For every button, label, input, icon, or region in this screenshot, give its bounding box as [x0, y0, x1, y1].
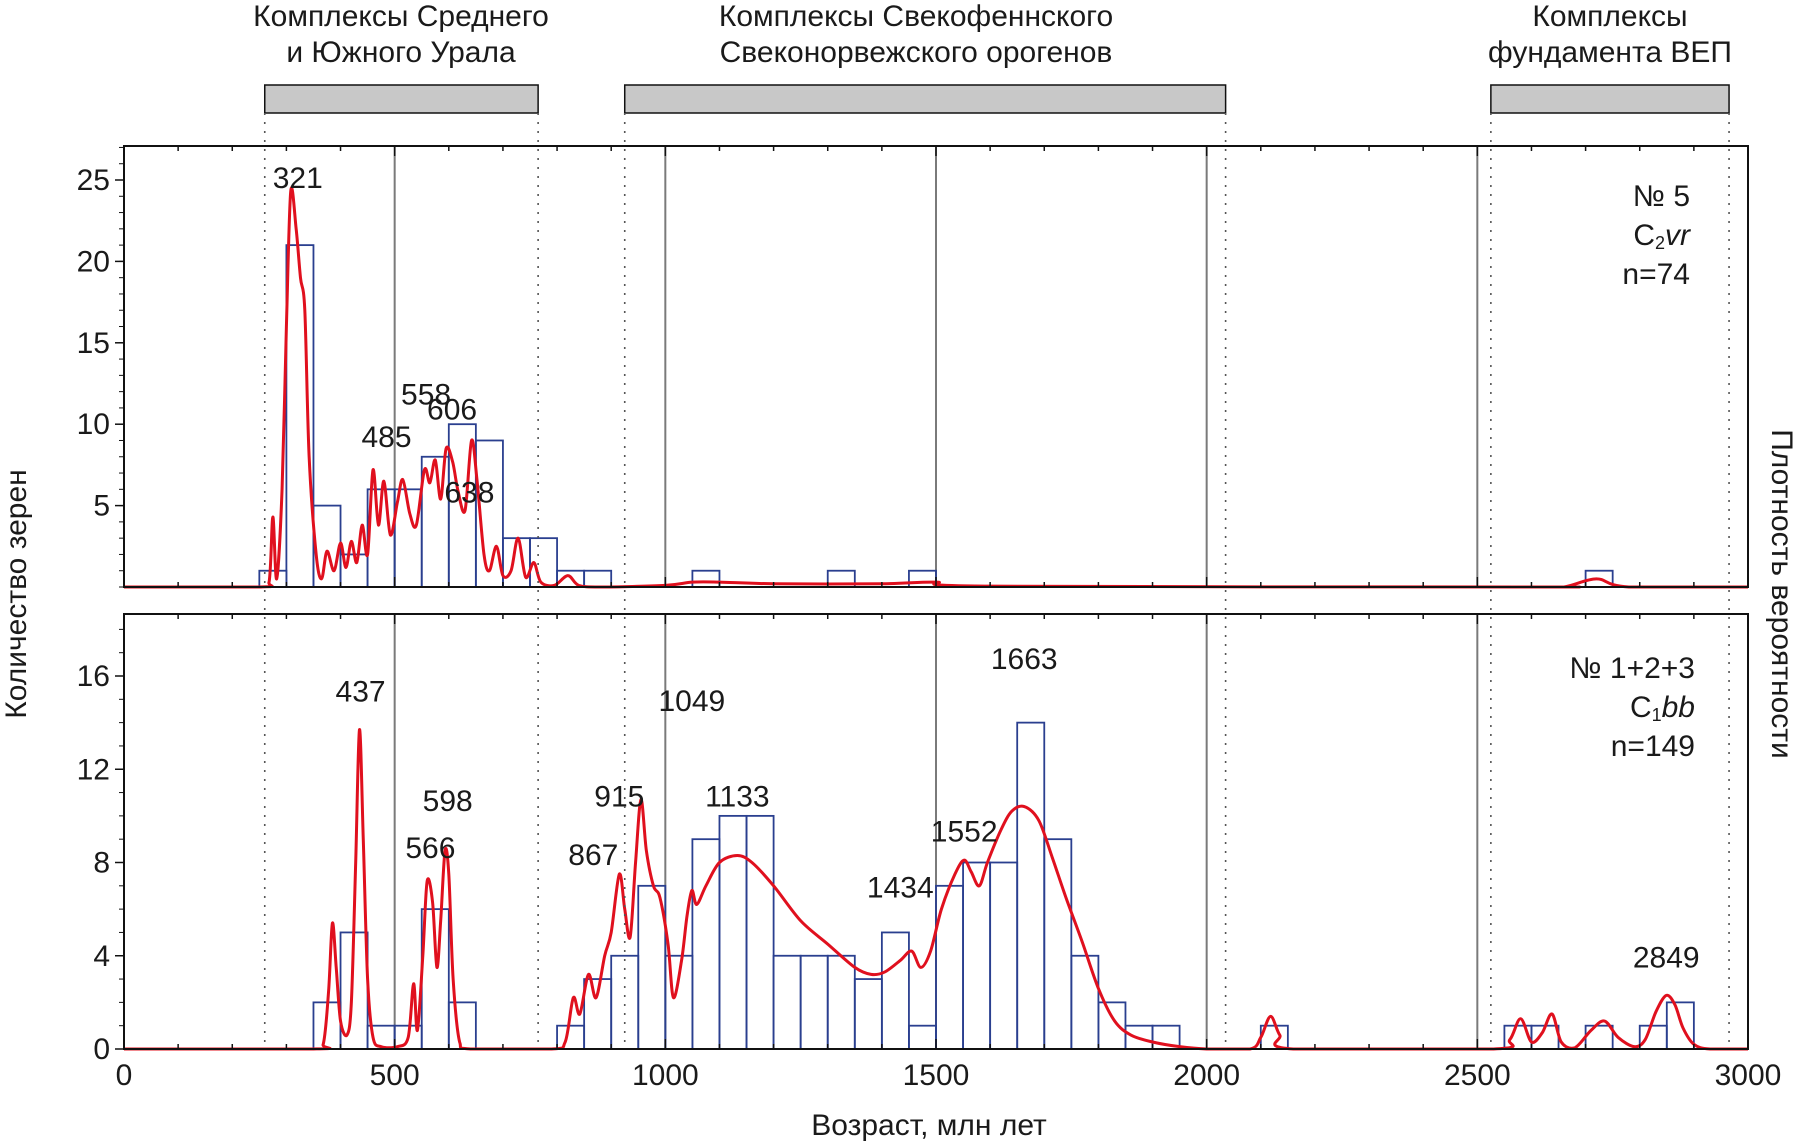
sample-count-bottom: n=149: [1611, 730, 1695, 763]
histogram-bar: [853, 978, 883, 1050]
peak-label: 2849: [1633, 941, 1700, 974]
x-axis-title: Возраст, млн лет: [811, 1109, 1047, 1142]
x-tick-label: 2000: [1173, 1059, 1240, 1092]
group-bar-1: [623, 84, 1227, 114]
histogram-bar: [1097, 1001, 1127, 1050]
x-tick-label: 1500: [903, 1059, 970, 1092]
histogram-bar: [908, 569, 937, 588]
group-headers: Комплексы Среднего и Южного Урала Компле…: [253, 0, 1732, 114]
group-bar-2: [1490, 84, 1730, 114]
sample-count-top: n=74: [1622, 258, 1690, 291]
group-label-svecofennian-line2: Свеконорвежского орогенов: [720, 36, 1113, 69]
peak-label: 638: [444, 476, 494, 509]
group-label-vep-line2: фундамента ВЕП: [1488, 36, 1732, 69]
histogram-bar: [718, 814, 748, 1050]
peak-label: 1133: [705, 781, 770, 814]
group-label-vep-line1: Комплексы: [1532, 0, 1687, 33]
histogram-bar: [799, 954, 829, 1050]
histogram-bar: [1070, 954, 1100, 1050]
histogram-bar: [989, 861, 1019, 1050]
peak-label: 566: [405, 832, 455, 865]
histogram-bar: [691, 569, 721, 588]
probability-density-curve: [124, 186, 1748, 589]
peak-label: 598: [423, 785, 473, 818]
y-tick-label: 25: [77, 164, 110, 197]
peak-label: 558: [401, 379, 451, 412]
peak-label: 485: [362, 421, 412, 454]
y-tick-label: 10: [77, 408, 110, 441]
histogram-bar: [556, 1024, 586, 1050]
histogram-bar: [745, 814, 775, 1050]
x-tick-label: 2500: [1444, 1059, 1511, 1092]
peak-label: 606: [427, 393, 477, 426]
histogram-bar: [1638, 1024, 1668, 1050]
panel-bottom: 0 4 8 12 16 437 566 598 867 915 1049 1133 1434 1552 16…: [77, 613, 1782, 1092]
probability-density-curve: [124, 728, 1748, 1051]
peak-label: 1552: [931, 816, 998, 849]
histogram-bar: [1584, 1024, 1614, 1050]
y-axis-title: Количество зерен: [0, 469, 33, 718]
group-boundary-lines: [263, 113, 1730, 1049]
group-bar-0: [263, 84, 539, 114]
y-tick-label: 15: [77, 327, 110, 360]
y2-axis-title: Плотность вероятности: [1765, 429, 1798, 759]
histogram-bar: [826, 954, 856, 1050]
peak-label: 321: [273, 162, 323, 195]
sample-label-bottom: № 1+2+3 C1bb n=149: [1569, 652, 1695, 763]
histogram-bar: [583, 569, 613, 588]
x-tick-label: 0: [116, 1059, 133, 1092]
x-tick-label: 1000: [632, 1059, 699, 1092]
histogram-bar: [258, 569, 288, 588]
peak-label: 437: [336, 676, 386, 709]
x-tick-label: 3000: [1715, 1059, 1782, 1092]
y-tick-label: 16: [77, 660, 110, 693]
y-tick-label: 5: [93, 490, 110, 523]
sample-number-top: № 5: [1633, 180, 1690, 213]
peak-label: 1049: [658, 685, 725, 718]
histogram-bar: [962, 861, 992, 1050]
peak-label: 1434: [867, 871, 934, 904]
y-tick-label: 8: [93, 847, 110, 880]
x-tick-label: 500: [370, 1059, 420, 1092]
group-label-svecofennian-line1: Комплексы Свекофеннского: [719, 0, 1113, 33]
histogram-bar: [1016, 721, 1046, 1050]
sample-label-top: № 5 C2vr n=74: [1622, 180, 1691, 291]
group-bars: [263, 84, 1730, 114]
sample-formation-top: C2vr: [1633, 219, 1691, 253]
y-tick-label: 20: [77, 245, 110, 278]
histogram-bar: [772, 954, 802, 1050]
peak-label: 867: [568, 839, 618, 872]
y-tick-label: 12: [77, 753, 110, 786]
y-tick-label: 4: [93, 940, 110, 973]
peak-label: 1663: [991, 643, 1058, 676]
histogram-bar: [908, 1024, 937, 1050]
y-tick-label: 0: [93, 1033, 110, 1066]
group-label-ural-line1: Комплексы Среднего: [253, 0, 549, 33]
histogram-bar: [880, 931, 910, 1050]
histogram-bar: [447, 1001, 477, 1050]
group-label-ural-line2: и Южного Урала: [286, 36, 516, 69]
histogram-bar: [285, 244, 315, 588]
sample-formation-bottom: C1bb: [1630, 691, 1695, 725]
sample-number-bottom: № 1+2+3: [1569, 652, 1695, 685]
peak-label: 915: [594, 781, 644, 814]
histogram-bar: [312, 504, 342, 588]
